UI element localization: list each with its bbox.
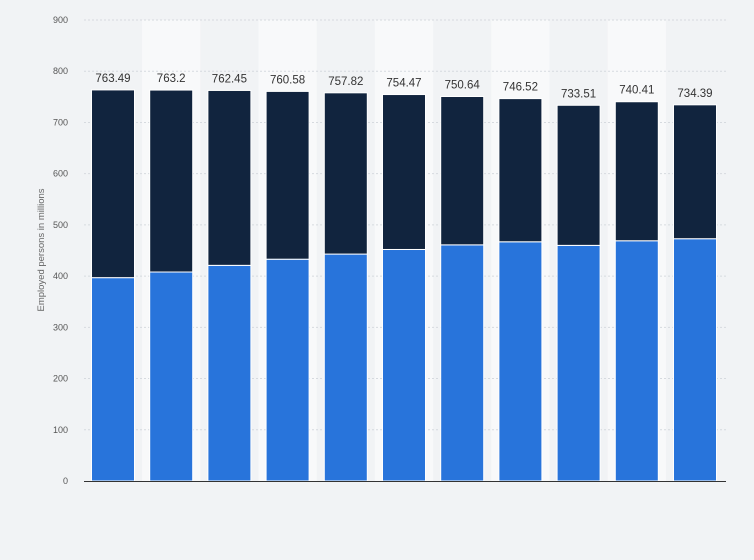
- bar-segment-lower[interactable]: [556, 244, 601, 482]
- y-tick-label: 900: [53, 15, 68, 25]
- bar-segment-upper[interactable]: [207, 89, 252, 266]
- bar-segment-upper[interactable]: [91, 89, 135, 279]
- bar-segment-lower[interactable]: [149, 271, 194, 482]
- y-axis-title: Employed persons in millions: [36, 188, 47, 311]
- bar-total-label: 754.47: [386, 78, 421, 90]
- bar-total-label: 740.41: [619, 85, 654, 97]
- bar-total-label: 750.64: [445, 80, 481, 92]
- bar-segment-lower[interactable]: [91, 277, 135, 482]
- bar-segment-upper[interactable]: [614, 101, 659, 242]
- bar-segment-upper[interactable]: [440, 96, 485, 246]
- y-tick-label: 700: [53, 117, 68, 127]
- bar-total-label: 757.82: [328, 76, 363, 88]
- bar-segment-upper[interactable]: [382, 94, 426, 250]
- bar-segment-upper[interactable]: [323, 92, 368, 255]
- bar-segment-lower[interactable]: [323, 253, 368, 482]
- bars: [91, 89, 717, 482]
- y-tick-label: 500: [53, 220, 68, 230]
- bar-segment-upper[interactable]: [265, 90, 310, 260]
- y-tick-label: 800: [53, 66, 68, 76]
- y-tick-label: 100: [53, 425, 68, 435]
- y-tick-label: 400: [53, 271, 68, 281]
- data-labels: 763.49 763.2 762.45 760.58 757.82 754.47 750.6…: [95, 73, 712, 100]
- bar-segment-lower[interactable]: [673, 238, 717, 482]
- bar-segment-upper[interactable]: [498, 98, 543, 243]
- bar-total-label: 746.52: [503, 82, 538, 94]
- bar-segment-lower[interactable]: [440, 244, 485, 482]
- bar-total-label: 763.49: [95, 73, 130, 85]
- bar-total-label: 763.2: [157, 73, 186, 85]
- bar-segment-upper[interactable]: [556, 104, 601, 246]
- bar-segment-lower[interactable]: [207, 264, 252, 482]
- bar-segment-upper[interactable]: [149, 89, 194, 273]
- bar-total-label: 760.58: [270, 74, 305, 86]
- bar-total-label: 734.39: [677, 88, 712, 100]
- y-axis-ticks: 0 100 200 300 400 500 600 700 800 900: [53, 15, 68, 486]
- bar-total-label: 762.45: [212, 73, 247, 85]
- bar-segment-lower[interactable]: [614, 240, 659, 482]
- bar-segment-lower[interactable]: [498, 241, 543, 482]
- bar-segment-lower[interactable]: [265, 258, 310, 482]
- y-tick-label: 600: [53, 169, 68, 179]
- bar-segment-upper[interactable]: [673, 104, 717, 240]
- bar-total-label: 733.51: [561, 88, 596, 100]
- y-tick-label: 0: [63, 476, 68, 486]
- bar-segment-lower[interactable]: [382, 248, 426, 482]
- y-tick-label: 300: [53, 322, 68, 332]
- y-tick-label: 200: [53, 374, 68, 384]
